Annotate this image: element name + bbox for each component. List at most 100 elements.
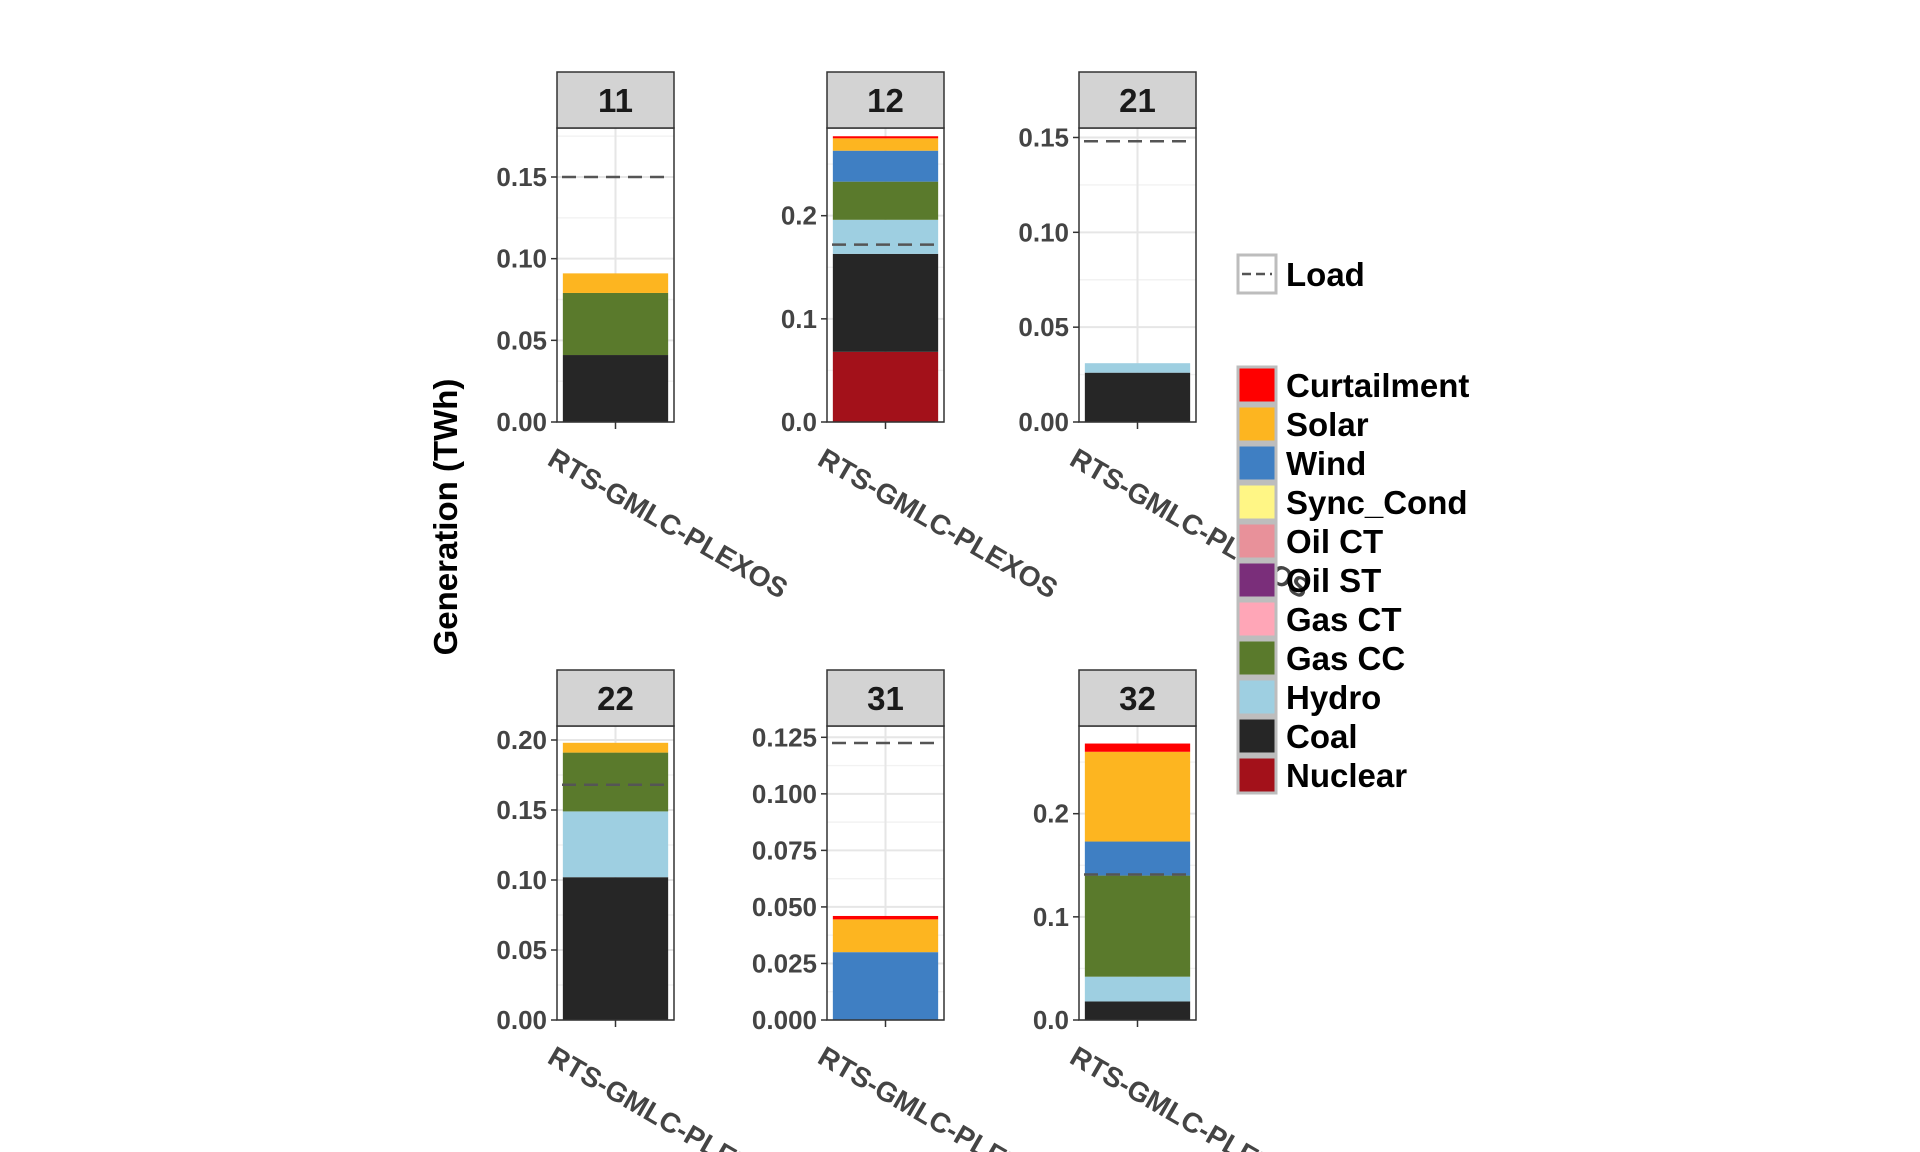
- bar-segment-coal: [832, 253, 939, 352]
- y-tick-label: 0.05: [496, 325, 547, 355]
- legend-label: Gas CT: [1286, 601, 1402, 638]
- bar-segment-gas-cc: [562, 752, 669, 812]
- y-tick-label: 0.05: [496, 935, 547, 965]
- bar-segment-gas-cc: [832, 181, 939, 220]
- bar-segment-coal: [562, 877, 669, 1020]
- x-tick-label: RTS-GMLC-PLEXOS: [1065, 1040, 1315, 1152]
- legend-label: Gas CC: [1286, 640, 1405, 677]
- y-axis: 0.00 0.05 0.10 0.15 0.20: [496, 725, 557, 1035]
- legend-label: Coal: [1286, 718, 1358, 755]
- x-tick-label: RTS-GMLC-PLEXOS: [543, 1040, 793, 1152]
- bar-segment-solar: [1084, 751, 1191, 842]
- panel-31: 31 0.000 0.025 0.050 0.075 0.100 0.125 RTS-GMLC…: [752, 669, 1063, 1152]
- legend-label: Nuclear: [1286, 757, 1407, 794]
- bar-segment-hydro: [1084, 363, 1191, 373]
- y-tick-label: 0.10: [496, 244, 547, 274]
- legend-item-sync-cond: Sync_Cond: [1236, 482, 1468, 522]
- legend-label: Load: [1286, 256, 1365, 293]
- legend-item-curtailment: Curtailment: [1236, 365, 1469, 405]
- legend-item-solar: Solar: [1236, 404, 1369, 444]
- legend-item-load: Load: [1236, 253, 1365, 295]
- stacked-bar: [562, 273, 669, 422]
- panel-32: 32 0.0 0.1 0.2 RTS-GMLC-PLEXOS: [1033, 669, 1315, 1152]
- strip-background: [826, 669, 945, 727]
- bar-segment-wind: [832, 952, 939, 1020]
- stacked-bar: [832, 136, 939, 422]
- bar-segment-hydro: [832, 219, 939, 254]
- legend-label: Hydro: [1286, 679, 1381, 716]
- y-tick-label: 0.15: [496, 162, 547, 192]
- legend-label: Oil CT: [1286, 523, 1383, 560]
- y-tick-label: 0.00: [496, 1005, 547, 1035]
- bar-segment-gas-cc: [562, 292, 669, 356]
- bar-segment-nuclear: [832, 351, 939, 422]
- legend-label: Curtailment: [1286, 367, 1469, 404]
- y-tick-label: 0.15: [1018, 122, 1069, 152]
- strip-label: 12: [867, 82, 904, 119]
- bar-segment-curtailment: [832, 915, 939, 920]
- bar-segment-solar: [832, 138, 939, 151]
- y-tick-label: 0.0: [781, 407, 817, 437]
- y-tick-label: 0.05: [1018, 312, 1069, 342]
- bar-segment-curtailment: [832, 136, 939, 139]
- y-tick-label: 0.20: [496, 725, 547, 755]
- strip-label: 11: [598, 82, 633, 119]
- y-tick-label: 0.025: [752, 948, 817, 978]
- y-tick-label: 0.000: [752, 1005, 817, 1035]
- y-axis: 0.000 0.025 0.050 0.075 0.100 0.125: [752, 722, 827, 1035]
- bar-segment-gas-cc: [1084, 875, 1191, 977]
- stacked-bar: [562, 742, 669, 1020]
- bar-segment-coal: [1084, 1001, 1191, 1020]
- strip-label: 32: [1119, 680, 1156, 717]
- y-tick-label: 0.10: [1018, 217, 1069, 247]
- y-axis: 0.00 0.05 0.10 0.15: [496, 162, 557, 437]
- y-axis: 0.0 0.1 0.2: [781, 201, 827, 437]
- stacked-bar: [1084, 363, 1191, 422]
- bar-segment-coal: [562, 355, 669, 422]
- legend-label: Solar: [1286, 406, 1369, 443]
- legend-swatch: [1236, 716, 1278, 756]
- y-tick-label: 0.100: [752, 779, 817, 809]
- x-tick-label: RTS-GMLC-PLEXOS: [813, 442, 1063, 604]
- legend-swatch: [1236, 755, 1278, 795]
- x-tick-label: RTS-GMLC-PLEXOS: [543, 442, 793, 604]
- y-tick-label: 0.10: [496, 865, 547, 895]
- stacked-bar: [832, 915, 939, 1020]
- legend-item-wind: Wind: [1236, 443, 1366, 483]
- bar-segment-hydro: [1084, 976, 1191, 1002]
- legend-swatch: [1236, 404, 1278, 444]
- x-tick-label: RTS-GMLC-PLEXOS: [813, 1040, 1063, 1152]
- legend-label: Sync_Cond: [1286, 484, 1468, 521]
- panel-11: 11 0.00 0.05 0.10 0.15 RTS-GMLC-PLEXOS: [496, 71, 793, 605]
- strip-background: [556, 669, 675, 727]
- bar-segment-hydro: [562, 811, 669, 878]
- y-tick-label: 0.050: [752, 892, 817, 922]
- bar-segment-wind: [832, 150, 939, 182]
- strip-background: [1078, 669, 1197, 727]
- y-tick-label: 0.00: [496, 407, 547, 437]
- y-tick-label: 0.00: [1018, 407, 1069, 437]
- y-tick-label: 0.075: [752, 835, 817, 865]
- y-tick-label: 0.1: [1033, 902, 1069, 932]
- legend-item-hydro: Hydro: [1236, 677, 1381, 717]
- strip-background: [826, 71, 945, 129]
- legend-item-oil-ct: Oil CT: [1236, 521, 1383, 561]
- legend-swatch: [1236, 521, 1278, 561]
- y-axis: 0.0 0.1 0.2: [1033, 799, 1079, 1035]
- legend-item-gas-cc: Gas CC: [1236, 638, 1405, 678]
- stacked-bar: [1084, 743, 1191, 1020]
- y-tick-label: 0.0: [1033, 1005, 1069, 1035]
- legend-swatch: [1236, 599, 1278, 639]
- bar-segment-wind: [1084, 841, 1191, 876]
- legend-swatch: [1236, 677, 1278, 717]
- y-tick-label: 0.125: [752, 722, 817, 752]
- y-tick-label: 0.1: [781, 304, 817, 334]
- legend-item-gas-ct: Gas CT: [1236, 599, 1402, 639]
- legend-swatch: [1236, 638, 1278, 678]
- strip-label: 22: [597, 680, 634, 717]
- strip-label: 21: [1119, 82, 1156, 119]
- legend-swatch: [1236, 443, 1278, 483]
- bar-segment-solar: [832, 919, 939, 953]
- bar-segment-coal: [1084, 372, 1191, 422]
- legend-item-coal: Coal: [1236, 716, 1358, 756]
